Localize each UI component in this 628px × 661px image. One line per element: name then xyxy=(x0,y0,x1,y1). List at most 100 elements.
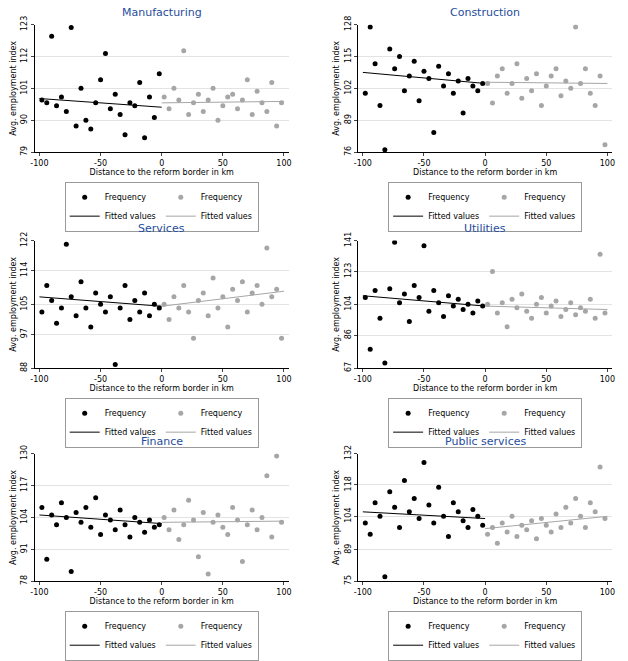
svg-text:Fitted values: Fitted values xyxy=(428,428,479,437)
svg-text:102: 102 xyxy=(344,80,353,95)
svg-text:114: 114 xyxy=(20,262,29,277)
svg-text:50: 50 xyxy=(218,159,228,168)
svg-text:-100: -100 xyxy=(30,159,48,168)
svg-text:97: 97 xyxy=(20,328,29,338)
svg-text:100: 100 xyxy=(276,159,291,168)
svg-text:Fitted values: Fitted values xyxy=(524,428,575,437)
svg-text:132: 132 xyxy=(344,445,353,460)
svg-text:Distance to the reform border: Distance to the reform border in km xyxy=(90,384,234,393)
svg-text:130: 130 xyxy=(20,445,29,460)
svg-text:90: 90 xyxy=(20,114,29,124)
svg-text:123: 123 xyxy=(20,16,29,31)
svg-text:128: 128 xyxy=(344,16,353,31)
svg-text:Distance to the reform border: Distance to the reform border in km xyxy=(413,384,557,393)
svg-text:Distance to the reform border: Distance to the reform border in km xyxy=(413,597,557,606)
svg-text:118: 118 xyxy=(344,476,353,491)
svg-text:115: 115 xyxy=(344,48,353,63)
svg-text:Avg. employment index: Avg. employment index xyxy=(9,470,18,565)
svg-text:88: 88 xyxy=(20,362,29,372)
svg-text:101: 101 xyxy=(20,80,29,95)
svg-text:Fitted values: Fitted values xyxy=(428,641,479,650)
svg-text:-100: -100 xyxy=(354,375,372,384)
svg-text:0: 0 xyxy=(483,375,488,384)
svg-text:0: 0 xyxy=(159,375,164,384)
svg-text:Fitted values: Fitted values xyxy=(524,641,575,650)
svg-text:Finance: Finance xyxy=(141,435,183,448)
svg-text:Frequency: Frequency xyxy=(524,409,566,418)
svg-text:Fitted values: Fitted values xyxy=(105,212,156,221)
svg-text:50: 50 xyxy=(218,588,228,597)
svg-text:-100: -100 xyxy=(30,588,48,597)
svg-text:-100: -100 xyxy=(354,588,372,597)
svg-text:50: 50 xyxy=(541,159,551,168)
svg-text:-100: -100 xyxy=(354,159,372,168)
svg-text:-50: -50 xyxy=(94,375,107,384)
svg-text:Frequency: Frequency xyxy=(201,193,243,202)
svg-text:0: 0 xyxy=(159,588,164,597)
svg-text:Avg. employment index: Avg. employment index xyxy=(9,257,18,352)
svg-text:Avg. employment index: Avg. employment index xyxy=(332,470,341,565)
svg-text:Frequency: Frequency xyxy=(428,409,470,418)
svg-text:Frequency: Frequency xyxy=(105,622,147,631)
svg-text:Fitted values: Fitted values xyxy=(201,428,252,437)
svg-text:122: 122 xyxy=(20,232,29,247)
svg-text:-50: -50 xyxy=(94,159,107,168)
svg-text:0: 0 xyxy=(483,588,488,597)
svg-text:0: 0 xyxy=(483,159,488,168)
svg-text:Fitted values: Fitted values xyxy=(201,641,252,650)
svg-text:Distance to the reform border: Distance to the reform border in km xyxy=(90,597,234,606)
svg-text:Frequency: Frequency xyxy=(201,409,243,418)
svg-text:Frequency: Frequency xyxy=(428,193,470,202)
svg-text:50: 50 xyxy=(218,375,228,384)
svg-text:67: 67 xyxy=(344,362,353,372)
svg-text:104: 104 xyxy=(344,507,353,522)
svg-text:100: 100 xyxy=(276,375,291,384)
svg-text:Frequency: Frequency xyxy=(524,193,566,202)
svg-text:-100: -100 xyxy=(30,375,48,384)
svg-text:-50: -50 xyxy=(417,159,430,168)
svg-text:123: 123 xyxy=(344,263,353,278)
svg-text:79: 79 xyxy=(20,146,29,156)
svg-text:100: 100 xyxy=(600,588,615,597)
svg-text:105: 105 xyxy=(20,296,29,311)
svg-text:Fitted values: Fitted values xyxy=(524,212,575,221)
svg-text:Fitted values: Fitted values xyxy=(105,641,156,650)
svg-text:-50: -50 xyxy=(417,375,430,384)
svg-text:89: 89 xyxy=(344,114,353,124)
svg-text:Avg. employment index: Avg. employment index xyxy=(332,257,341,352)
svg-text:Fitted values: Fitted values xyxy=(201,212,252,221)
svg-text:Distance to the reform border: Distance to the reform border in km xyxy=(413,168,557,177)
svg-text:-50: -50 xyxy=(417,588,430,597)
svg-text:91: 91 xyxy=(20,543,29,553)
svg-text:100: 100 xyxy=(600,159,615,168)
svg-text:Services: Services xyxy=(138,222,185,235)
svg-text:Construction: Construction xyxy=(450,6,520,19)
svg-text:89: 89 xyxy=(344,544,353,554)
svg-text:Avg. employment index: Avg. employment index xyxy=(332,41,341,136)
svg-text:141: 141 xyxy=(344,232,353,247)
svg-text:Fitted values: Fitted values xyxy=(428,212,479,221)
svg-text:Manufacturing: Manufacturing xyxy=(122,6,202,19)
svg-text:Public services: Public services xyxy=(445,435,526,448)
svg-text:100: 100 xyxy=(600,375,615,384)
svg-text:Frequency: Frequency xyxy=(428,622,470,631)
svg-text:Fitted values: Fitted values xyxy=(105,428,156,437)
svg-text:100: 100 xyxy=(276,588,291,597)
svg-text:112: 112 xyxy=(20,48,29,63)
svg-text:Frequency: Frequency xyxy=(105,409,147,418)
svg-text:Avg. employment index: Avg. employment index xyxy=(9,41,18,136)
svg-text:76: 76 xyxy=(344,146,353,156)
svg-text:0: 0 xyxy=(159,159,164,168)
svg-text:104: 104 xyxy=(344,296,353,311)
svg-text:Frequency: Frequency xyxy=(201,622,243,631)
svg-text:75: 75 xyxy=(344,575,353,585)
svg-text:50: 50 xyxy=(541,588,551,597)
svg-text:-50: -50 xyxy=(94,588,107,597)
svg-text:86: 86 xyxy=(344,329,353,339)
svg-text:78: 78 xyxy=(20,575,29,585)
svg-text:Distance to the reform border: Distance to the reform border in km xyxy=(90,168,234,177)
svg-text:Frequency: Frequency xyxy=(105,193,147,202)
svg-text:Frequency: Frequency xyxy=(524,622,566,631)
svg-text:Utilities: Utilities xyxy=(464,222,506,235)
svg-text:104: 104 xyxy=(20,509,29,524)
